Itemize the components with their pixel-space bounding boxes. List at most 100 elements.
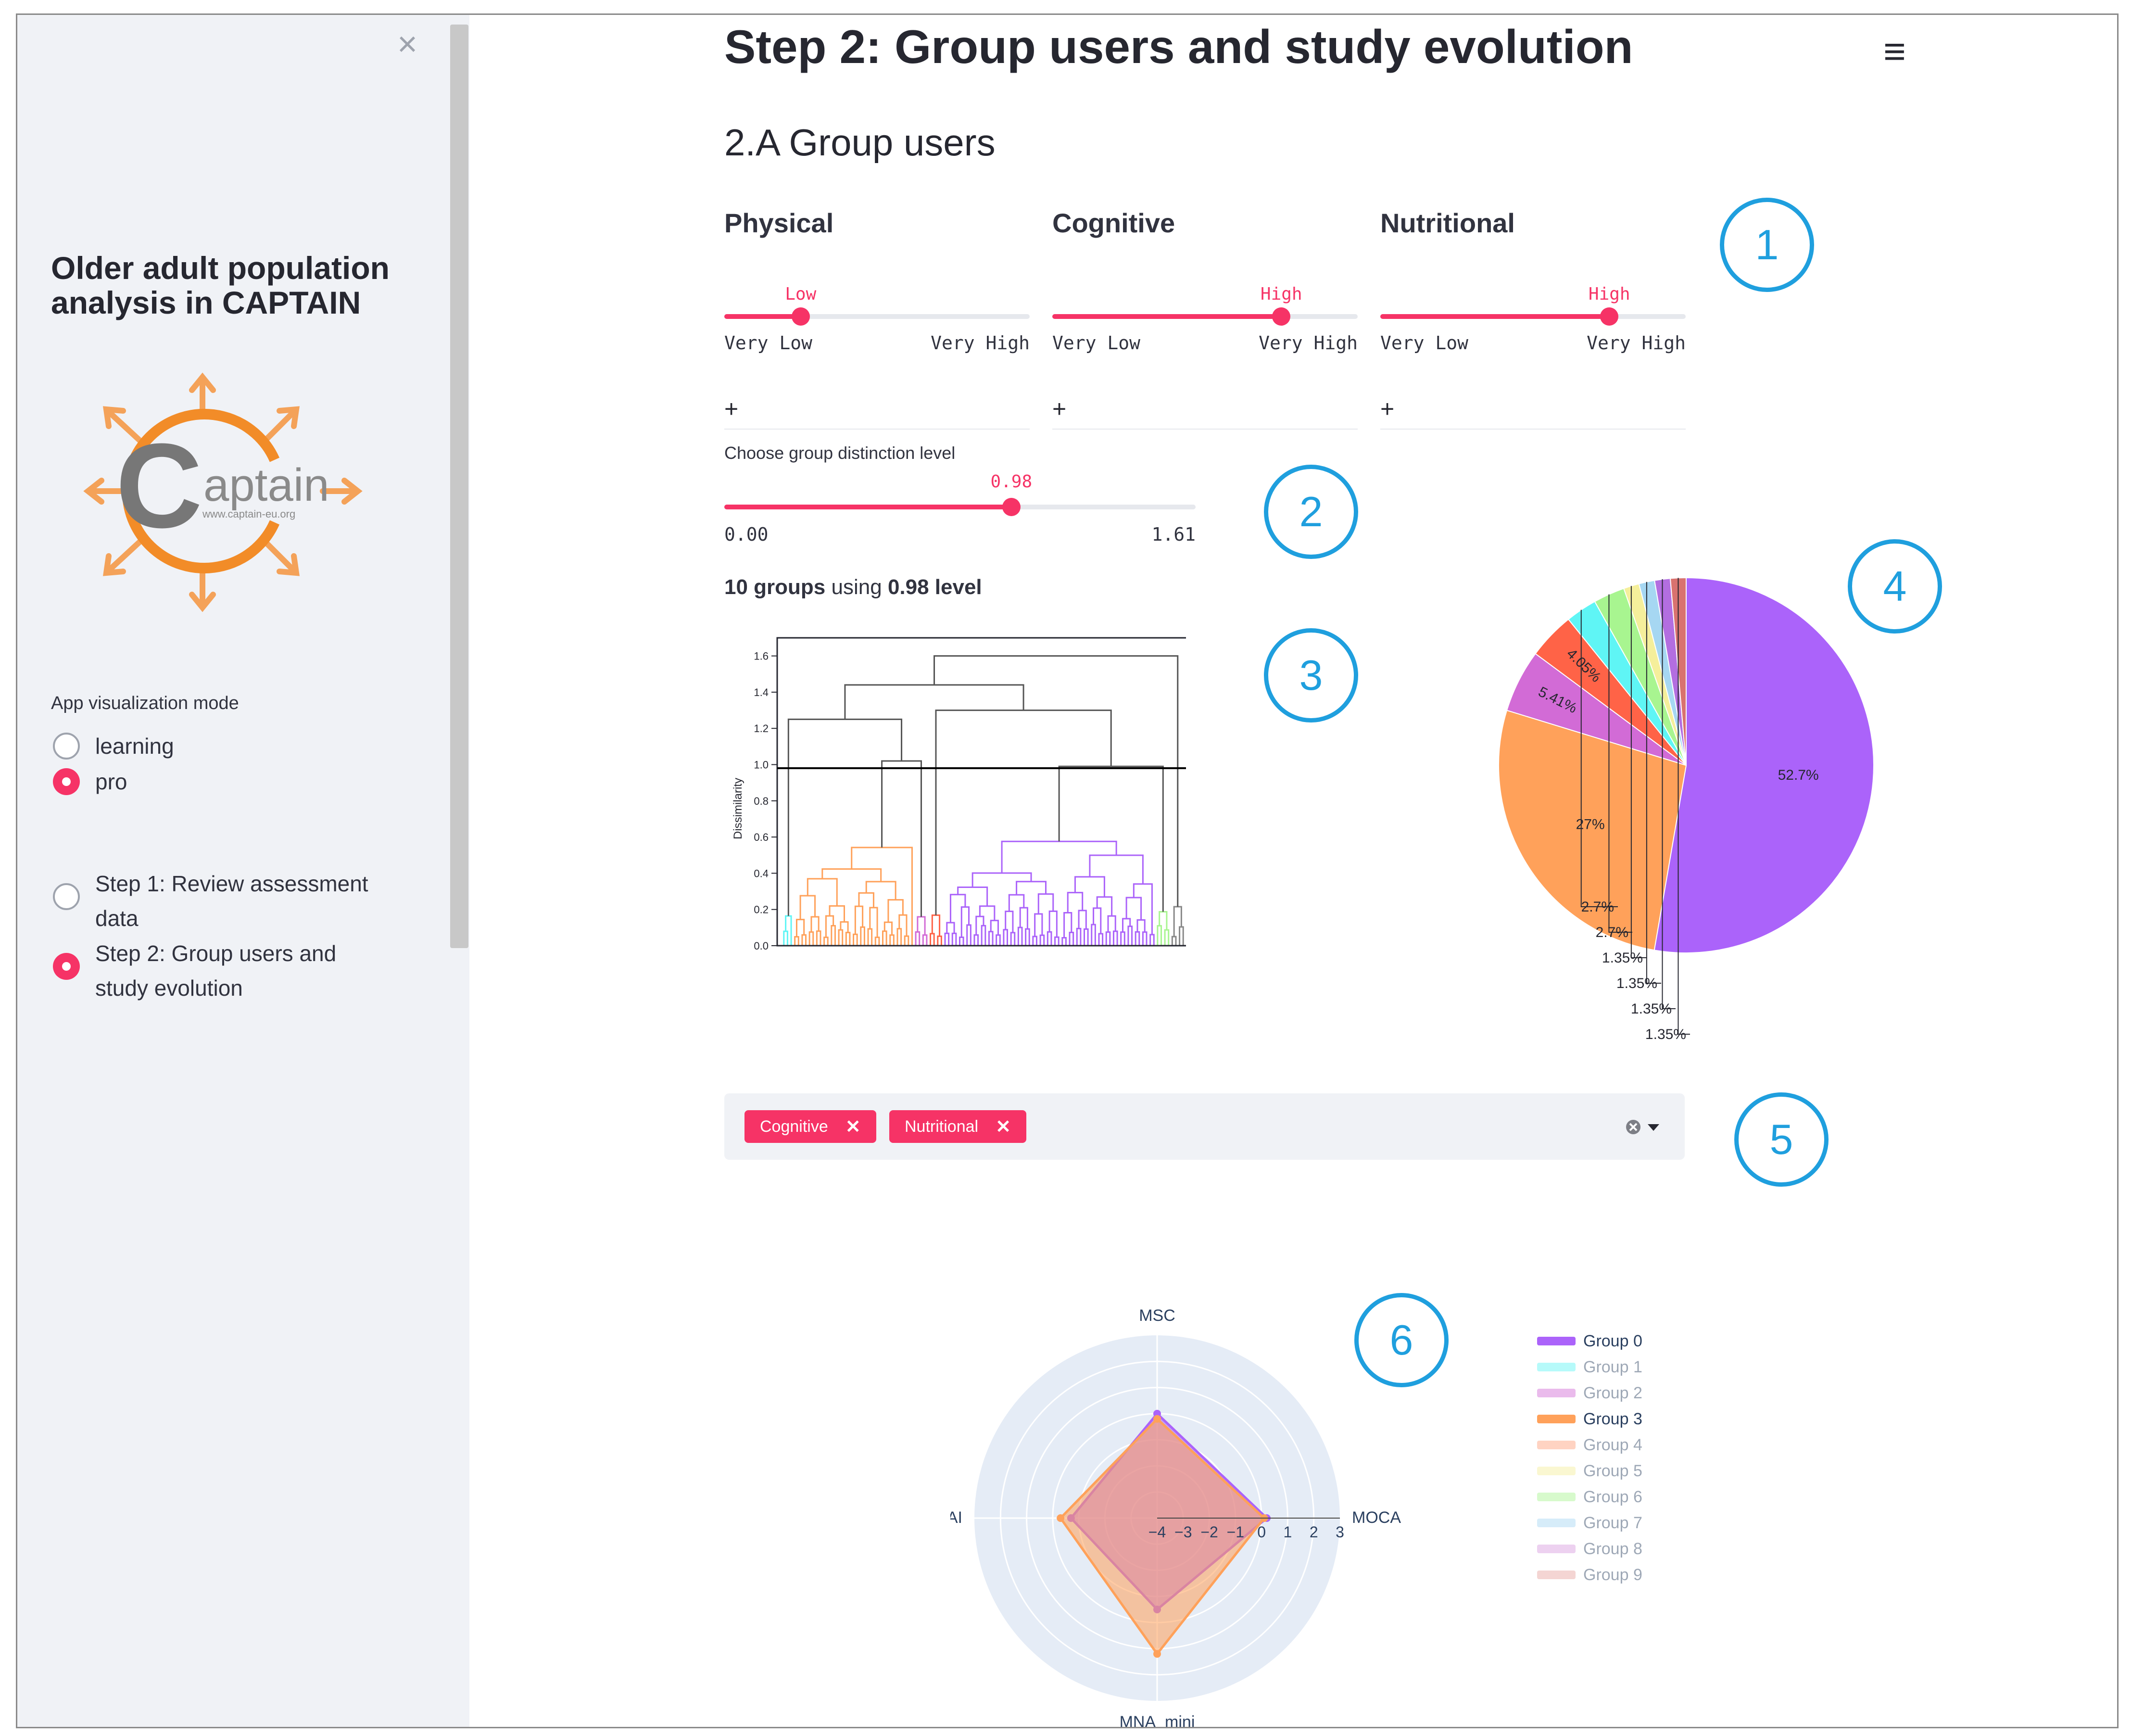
dendrogram-link: [1001, 840, 1117, 874]
dendrogram-link: [865, 881, 896, 900]
dendrogram-link: [1084, 928, 1089, 946]
sidebar-title: Older adult population analysis in CAPTA…: [51, 250, 390, 320]
chip-cognitive[interactable]: Cognitive ✕: [744, 1110, 876, 1143]
radio-pro-indicator[interactable]: [53, 768, 80, 795]
dendrogram-ytick-label: 0.8: [754, 795, 769, 807]
dendrogram-link: [858, 892, 874, 908]
radio-learning[interactable]: learning: [53, 733, 174, 760]
legend-item[interactable]: Group 1: [1537, 1354, 1739, 1380]
slider-distinction[interactable]: 0.98 0.00 1.61: [724, 472, 1196, 545]
dendrogram-link: [1120, 931, 1125, 946]
expander-cognitive[interactable]: +: [1052, 395, 1358, 430]
pie-leader-line: [1662, 579, 1676, 1009]
radar-tick-label: −1: [1227, 1523, 1244, 1541]
hamburger-menu-icon[interactable]: ≡: [1883, 30, 1906, 73]
expander-nutritional[interactable]: +: [1380, 395, 1686, 430]
dendrogram-link: [1179, 926, 1184, 946]
dendrogram-link: [1107, 915, 1116, 932]
slider-physical[interactable]: Low Very Low Very High: [724, 284, 1030, 354]
slider-cognitive-min: Very Low: [1052, 332, 1141, 354]
dendrogram-link: [785, 915, 792, 946]
legend-swatch: [1537, 1363, 1576, 1371]
slider-cognitive[interactable]: High Very Low Very High: [1052, 284, 1358, 354]
dendrogram-link: [838, 929, 844, 946]
dendrogram-link: [829, 905, 845, 922]
legend-swatch: [1537, 1467, 1576, 1475]
pie-label: 1.35%: [1616, 976, 1657, 991]
captain-logo: C aptain www.captain-eu.org: [68, 368, 385, 631]
legend-item[interactable]: Group 4: [1537, 1432, 1739, 1458]
dendrogram-link: [971, 872, 1032, 887]
annotation-2: 2: [1264, 465, 1358, 559]
dendrogram-link: [1054, 936, 1060, 946]
close-icon[interactable]: ×: [397, 25, 418, 63]
dendrogram-link: [1105, 931, 1111, 946]
legend-item[interactable]: Group 0: [1537, 1328, 1739, 1354]
dendrogram-link: [1078, 910, 1087, 929]
expander-physical[interactable]: +: [724, 395, 1030, 430]
clear-all-icon[interactable]: [1624, 1117, 1643, 1137]
dendrogram-link: [853, 933, 858, 946]
slider-cognitive-fill: [1052, 314, 1282, 319]
dendrogram-link: [904, 935, 909, 946]
dendrogram-link: [869, 907, 878, 938]
radio-learning-indicator[interactable]: [53, 733, 80, 760]
legend-swatch: [1537, 1519, 1576, 1527]
radar-axis-label: MNA_mini: [1120, 1713, 1195, 1728]
legend-item[interactable]: Group 2: [1537, 1380, 1739, 1406]
legend-item[interactable]: Group 8: [1537, 1536, 1739, 1562]
pie-label: 1.35%: [1631, 1001, 1672, 1017]
slider-nutritional[interactable]: High Very Low Very High: [1380, 284, 1686, 354]
dendrogram-link: [931, 914, 941, 937]
section-title: 2.A Group users: [724, 121, 996, 164]
dendrogram-link: [1005, 911, 1014, 933]
chip-nutritional-remove-icon[interactable]: ✕: [996, 1116, 1011, 1137]
dendrogram-link: [1008, 894, 1025, 912]
dendrogram-link: [1069, 932, 1074, 946]
filter-title-nutritional: Nutritional: [1380, 208, 1515, 238]
legend-item[interactable]: Group 3: [1537, 1406, 1739, 1432]
dendrogram-link: [1171, 936, 1177, 946]
legend-swatch: [1537, 1545, 1576, 1553]
slider-cognitive-thumb[interactable]: [1272, 307, 1291, 326]
chip-cognitive-remove-icon[interactable]: ✕: [845, 1116, 861, 1137]
annotation-1: 1: [1720, 198, 1814, 292]
radar-tick-label: 1: [1284, 1523, 1292, 1541]
radio-step-1-label: Step 1: Review assessment data: [95, 871, 368, 931]
legend-item[interactable]: Group 7: [1537, 1510, 1739, 1536]
chip-nutritional[interactable]: Nutritional ✕: [889, 1110, 1026, 1143]
group-summary: 10 groups using 0.98 level: [724, 575, 982, 599]
dendrogram-link: [896, 928, 902, 946]
legend-item[interactable]: Group 6: [1537, 1484, 1739, 1510]
pie-slice: [1506, 653, 1687, 766]
pie-leader-line: [1630, 586, 1647, 958]
legend-swatch: [1537, 1493, 1576, 1501]
legend-label: Group 2: [1583, 1383, 1642, 1402]
group-criteria-multiselect[interactable]: Cognitive ✕ Nutritional ✕: [724, 1093, 1685, 1160]
slider-distinction-min: 0.00: [724, 524, 769, 545]
radio-step-1[interactable]: Step 1: Review assessment data: [53, 866, 368, 936]
sidebar-scrollbar[interactable]: [450, 25, 468, 948]
radar-axis-label: MOCA: [1352, 1508, 1401, 1527]
dendrogram-link: [1074, 876, 1105, 897]
slider-distinction-thumb[interactable]: [1002, 498, 1021, 516]
radio-step-2[interactable]: Step 2: Group users and study evolution: [53, 936, 336, 1005]
legend-item[interactable]: Group 9: [1537, 1562, 1739, 1588]
legend-item[interactable]: Group 5: [1537, 1458, 1739, 1484]
slider-nutritional-thumb[interactable]: [1600, 307, 1619, 326]
dendrogram-frame: [776, 637, 1186, 947]
slider-nutritional-value: High: [1588, 284, 1630, 304]
radio-pro[interactable]: pro: [53, 768, 127, 795]
dendrogram-link: [1112, 930, 1118, 946]
legend-swatch: [1537, 1337, 1576, 1345]
radio-step-2-indicator[interactable]: [53, 953, 80, 980]
radio-step-1-indicator[interactable]: [53, 883, 80, 910]
pie-label: 27%: [1576, 817, 1605, 833]
dendrogram-link: [1025, 928, 1030, 946]
slider-cognitive-max: Very High: [1259, 332, 1358, 354]
dropdown-chevron-icon[interactable]: [1647, 1123, 1660, 1133]
dendrogram-link: [1010, 932, 1016, 946]
slider-physical-thumb[interactable]: [791, 307, 810, 326]
dendrogram-link: [1122, 918, 1131, 932]
dendrogram-link: [787, 718, 903, 916]
